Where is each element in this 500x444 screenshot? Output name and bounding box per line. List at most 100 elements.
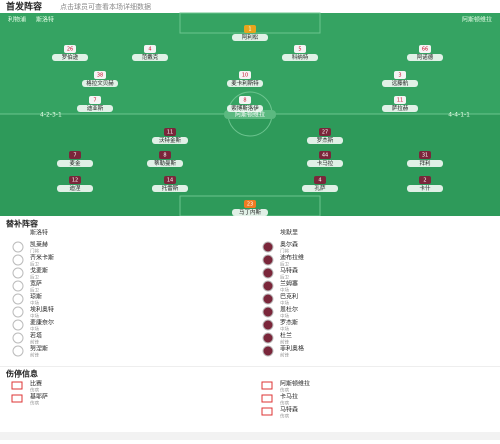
player-name[interactable]: 远藤航 [392,79,409,87]
sub-pos: 中场 [30,326,39,333]
injury-name: 卡马拉 [280,393,298,401]
player-name[interactable]: 麦金 [69,159,81,167]
injury-type: 伤病 [280,387,289,394]
player-number[interactable]: 31 [422,153,428,159]
player-number[interactable]: 7 [73,153,76,159]
shirt [159,151,171,159]
player-name[interactable]: 范戴克 [142,53,159,61]
title: 首发阵容 [6,1,42,13]
sub-pos: 门将 [30,248,39,255]
player-name[interactable]: 托雷斯 [162,184,179,192]
player-number[interactable]: 7 [93,98,96,104]
sub-pos: 后卫 [30,287,39,294]
avatar [12,345,24,357]
sub-pos: 后卫 [30,274,39,281]
sub-pos: 中场 [280,313,289,320]
shirt [394,71,406,79]
name-pill [307,137,343,144]
shirt [239,71,251,79]
avatar [262,267,274,279]
shirt [419,45,431,53]
avatar [12,306,24,318]
player-name[interactable]: 卡什 [419,184,431,192]
name-pill [77,105,113,112]
name-pill [407,160,443,167]
player-name[interactable]: 罗杰斯 [317,136,334,144]
player-number[interactable]: 1 [248,27,251,33]
sub-pos: 门将 [280,248,289,255]
shirt [144,45,156,53]
player-number[interactable]: 5 [298,47,301,53]
away-formation: 4-4-1-1 [448,112,470,119]
player-name[interactable]: 迪亚斯 [87,104,104,112]
sub-name: 若塔 [30,332,42,340]
name-pill [232,34,268,41]
name-pill [302,185,338,192]
player-name[interactable]: 阿利松 [242,33,259,41]
player-number[interactable]: 12 [72,178,78,184]
player-number[interactable]: 27 [322,130,328,136]
player-number[interactable]: 3 [398,73,401,79]
avatar [262,345,274,357]
shirt [64,45,76,53]
player-name[interactable]: 马丁内斯 [239,208,262,216]
shirt [419,176,431,184]
home-coach: 斯洛特 [36,16,54,24]
player-number[interactable]: 26 [67,47,73,53]
sub-name: 凯莱赫 [30,241,48,249]
injury-type: 伤病 [30,387,39,394]
avatar [262,254,274,266]
avatar [12,241,24,253]
injury-type: 伤病 [280,400,289,407]
avatar [262,332,274,344]
sub-name: 齐米卡斯 [30,254,54,262]
player-number[interactable]: 23 [247,202,253,208]
sub-pos: 前锋 [30,352,39,359]
player-name[interactable]: 沃特金斯 [159,136,182,144]
player-name[interactable]: 罗伯逊 [62,53,79,61]
player-number[interactable]: 66 [422,47,428,53]
player-number[interactable]: 44 [322,153,328,159]
center-label: 阿斯顿维拉 [235,111,265,119]
player-number[interactable]: 8 [163,153,166,159]
avatar [262,306,274,318]
player-name[interactable]: 麦卡利斯特 [231,79,259,87]
player-number[interactable]: 4 [318,178,321,184]
player-name[interactable]: 科纳特 [292,53,309,61]
player-name[interactable]: 蒂勒曼斯 [154,159,177,167]
name-pill [57,160,93,167]
home-coach-sub: 斯洛特 [30,229,48,237]
sub-pos: 前锋 [280,352,289,359]
player-number[interactable]: 4 [148,47,151,53]
shirt [239,96,251,104]
sub-pos: 前锋 [280,339,289,346]
name-pill [82,80,118,87]
shirt [69,176,81,184]
injury-name: 比赛 [30,380,42,388]
name-pill [152,137,188,144]
player-number[interactable]: 14 [167,178,173,184]
player-name[interactable]: 拜利 [419,159,430,167]
avatar [12,332,24,344]
player-name[interactable]: 阿诺德 [417,53,434,61]
player-name[interactable]: 迪涅 [69,184,81,192]
player-name[interactable]: 索博斯洛伊 [231,104,259,112]
player-name[interactable]: 孔萨 [314,184,326,192]
player-number[interactable]: 10 [242,73,248,79]
avatar [262,280,274,292]
sub-name: 埃利奥特 [30,306,54,314]
player-number[interactable]: 11 [167,130,173,136]
player-number[interactable]: 8 [243,98,246,104]
sub-name: 马特森 [280,267,298,275]
name-pill [52,54,88,61]
sub-name: 麦康奈尔 [30,319,54,327]
player-number[interactable]: 2 [423,178,426,184]
player-name[interactable]: 格拉文贝赫 [86,79,114,87]
subtitle: 点击球员可查看本场详细数据 [60,2,151,11]
avatar [12,254,24,266]
player-number[interactable]: 11 [397,98,403,104]
player-name[interactable]: 卡马拉 [317,159,334,167]
player-number[interactable]: 38 [97,73,103,79]
player-name[interactable]: 萨拉赫 [392,104,409,112]
name-pill [57,185,93,192]
